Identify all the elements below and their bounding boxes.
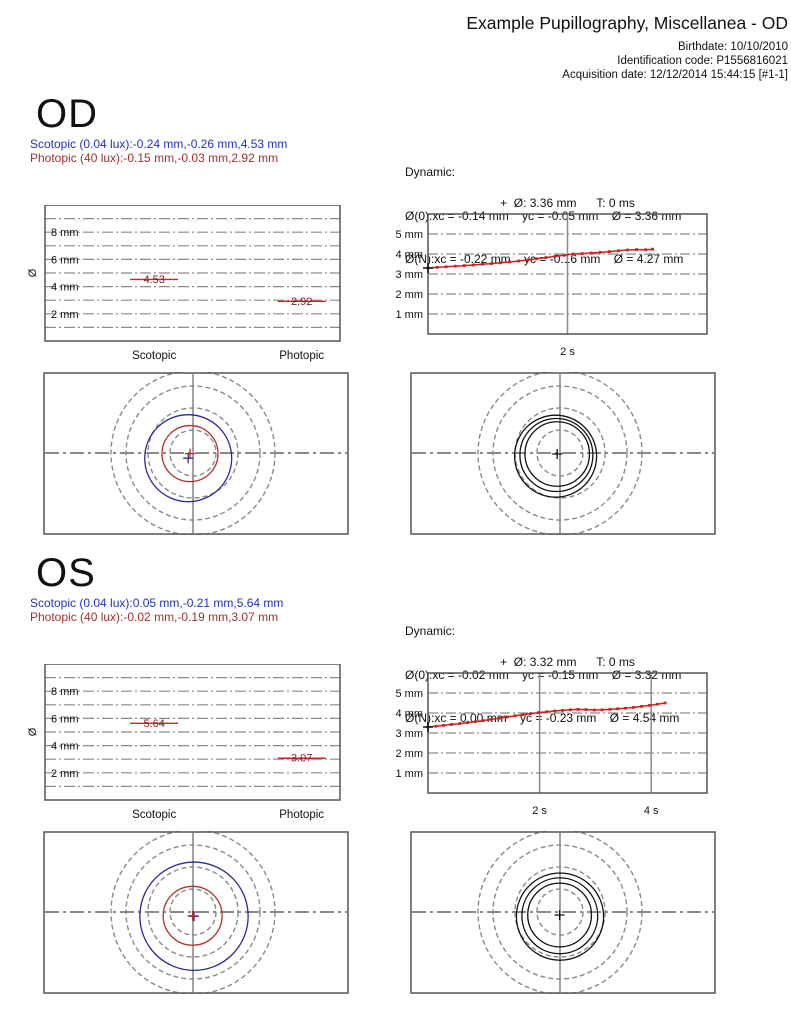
od-dynamic-block: Dynamic: Ø(0):xc = -0.14 mm yc = -0.05 m… — [405, 136, 683, 296]
svg-text:8 mm: 8 mm — [51, 686, 79, 698]
svg-text:Photopic: Photopic — [279, 809, 324, 821]
svg-text:8 mm: 8 mm — [51, 227, 79, 239]
os-dynamic-initial: Ø(0):xc = -0.02 mm yc = -0.15 mm Ø = 3.3… — [405, 667, 682, 682]
od-dynamic-label: Dynamic: — [405, 165, 456, 179]
od-dynamic-pupil-map — [410, 370, 716, 536]
svg-text:6 mm: 6 mm — [51, 254, 79, 266]
os-heading: OS — [36, 551, 96, 595]
svg-text:4 mm: 4 mm — [51, 282, 79, 294]
svg-text:1 mm: 1 mm — [396, 768, 424, 780]
svg-text:5 mm: 5 mm — [396, 688, 424, 700]
acquisition-date: Acquisition date: 12/12/2014 15:44:15 [#… — [562, 69, 788, 81]
svg-text:1 mm: 1 mm — [396, 309, 424, 321]
svg-text:2 mm: 2 mm — [51, 309, 79, 321]
svg-text:5.64: 5.64 — [143, 718, 164, 730]
od-dynamic-chart-title: + Ø: 3.36 mm T: 0 ms — [500, 196, 635, 210]
svg-text:Photopic: Photopic — [279, 350, 324, 362]
svg-text:6 mm: 6 mm — [51, 713, 79, 725]
svg-text:4 mm: 4 mm — [396, 708, 424, 720]
od-static-pupil-map — [43, 370, 349, 536]
svg-text:4.53: 4.53 — [143, 274, 164, 286]
section-od: OD Scotopic (0.04 lux):-0.24 mm,-0.26 mm… — [0, 92, 791, 537]
patient-identification-code: Identification code: P1556816021 — [617, 55, 788, 67]
od-dynamic-final: Ø(N):xc = -0.22 mm yc = -0.16 mm Ø = 4.2… — [405, 252, 684, 266]
svg-text:2 s: 2 s — [532, 805, 547, 817]
svg-text:Scotopic: Scotopic — [132, 350, 176, 362]
os-dynamic-chart-title: + Ø: 3.32 mm T: 0 ms — [500, 655, 635, 669]
svg-text:2 s: 2 s — [560, 346, 575, 358]
os-dynamic-pupil-map — [410, 829, 716, 995]
svg-text:3 mm: 3 mm — [396, 728, 424, 740]
svg-text:4 mm: 4 mm — [51, 741, 79, 753]
os-photopic-summary: Photopic (40 lux):-0.02 mm,-0.19 mm,3.07… — [30, 610, 279, 624]
svg-text:Ø: Ø — [27, 727, 39, 736]
os-static-diameter-chart: 2 mm 4 mm 6 mm 8 mm Ø Scotopic 5.64 Photopic 3.0… — [25, 663, 345, 824]
svg-text:2 mm: 2 mm — [396, 289, 424, 301]
report-title: Example Pupillography, Miscellanea - OD — [466, 13, 788, 33]
od-static-diameter-chart: 2 mm 4 mm 6 mm 8 mm Ø Scotopic 4.53 Photopic 2.9… — [25, 204, 345, 365]
svg-text:Ø: Ø — [27, 268, 39, 277]
os-scotopic-summary: Scotopic (0.04 lux):0.05 mm,-0.21 mm,5.6… — [30, 596, 284, 610]
svg-text:4 mm: 4 mm — [396, 249, 424, 261]
od-dynamic-diameter-chart: 1 mm 2 mm 3 mm 4 mm 5 mm 2 s — [385, 209, 720, 359]
od-dynamic-initial: Ø(0):xc = -0.14 mm yc = -0.05 mm Ø = 3.3… — [405, 208, 682, 223]
os-dynamic-label: Dynamic: — [405, 624, 456, 638]
svg-text:3 mm: 3 mm — [396, 269, 424, 281]
patient-meta: Birthdate: 10/10/2010 Identification cod… — [562, 40, 788, 82]
patient-birthdate: Birthdate: 10/10/2010 — [678, 41, 788, 53]
svg-text:5 mm: 5 mm — [396, 229, 424, 241]
svg-text:2 mm: 2 mm — [51, 768, 79, 780]
svg-text:Scotopic: Scotopic — [132, 809, 176, 821]
svg-text:2.92: 2.92 — [291, 296, 312, 308]
od-photopic-summary: Photopic (40 lux):-0.15 mm,-0.03 mm,2.92… — [30, 151, 279, 165]
svg-text:4 s: 4 s — [644, 805, 659, 817]
od-scotopic-summary: Scotopic (0.04 lux):-0.24 mm,-0.26 mm,4.… — [30, 137, 288, 151]
od-heading: OD — [36, 92, 98, 136]
svg-text:3.07: 3.07 — [291, 753, 312, 765]
svg-text:2 mm: 2 mm — [396, 748, 424, 760]
os-dynamic-diameter-chart: 1 mm 2 mm 3 mm 4 mm 5 mm 2 s 4 s — [385, 668, 720, 818]
section-os: OS Scotopic (0.04 lux):0.05 mm,-0.21 mm,… — [0, 551, 791, 996]
os-static-pupil-map — [43, 829, 349, 995]
